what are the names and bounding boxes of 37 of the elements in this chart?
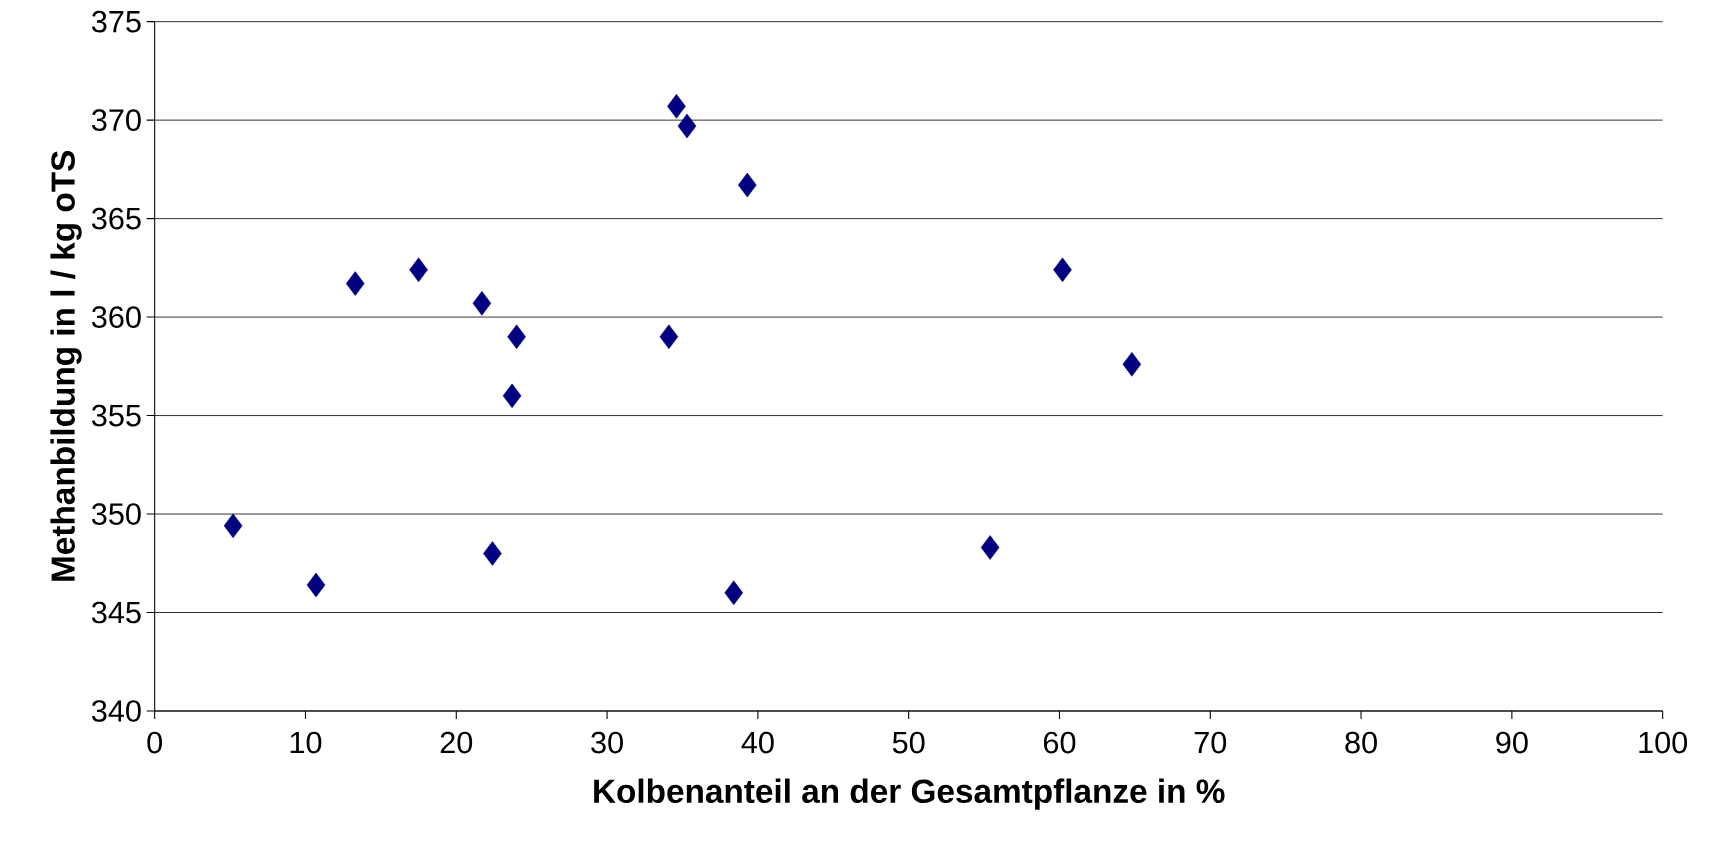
x-tick-label: 100 (1639, 731, 1688, 754)
point (667, 94, 686, 119)
y-axis-title: Methanbildung in l / kg oTS (50, 150, 82, 581)
point (472, 291, 492, 316)
point (223, 513, 243, 539)
x-tick-label: 70 (1194, 731, 1227, 754)
x-tick-label: 40 (741, 731, 774, 754)
point (659, 324, 679, 350)
y-tick-label: 340 (91, 700, 141, 722)
x-tick-label: 20 (440, 731, 473, 754)
x-tick-label: 60 (1043, 731, 1076, 754)
point (507, 324, 526, 350)
point (738, 172, 757, 198)
point (1122, 352, 1142, 377)
point (483, 541, 502, 566)
x-tick-label: 90 (1496, 731, 1528, 754)
point (345, 271, 365, 296)
point (502, 383, 522, 409)
x-tick-label: 80 (1345, 731, 1377, 754)
y-tick-label: 365 (91, 207, 141, 230)
x-axis-title: Kolbenanteil an der Gesamtpflanze in % (594, 778, 1225, 810)
x-tick-label: 50 (892, 731, 925, 754)
y-tick-label: 350 (91, 503, 141, 525)
point (409, 257, 428, 283)
y-tick-label: 345 (91, 601, 141, 624)
point (1053, 257, 1072, 283)
y-tick-label: 355 (91, 404, 141, 427)
point (306, 572, 326, 598)
x-tick-label: 0 (147, 731, 163, 754)
point (980, 535, 1000, 560)
point (724, 580, 744, 606)
point (677, 113, 697, 139)
y-tick-label: 360 (91, 306, 141, 328)
x-tick-label: 30 (591, 731, 623, 754)
y-tick-label: 375 (91, 10, 141, 33)
y-tick-label: 370 (91, 109, 141, 131)
x-tick-label: 10 (290, 731, 322, 754)
